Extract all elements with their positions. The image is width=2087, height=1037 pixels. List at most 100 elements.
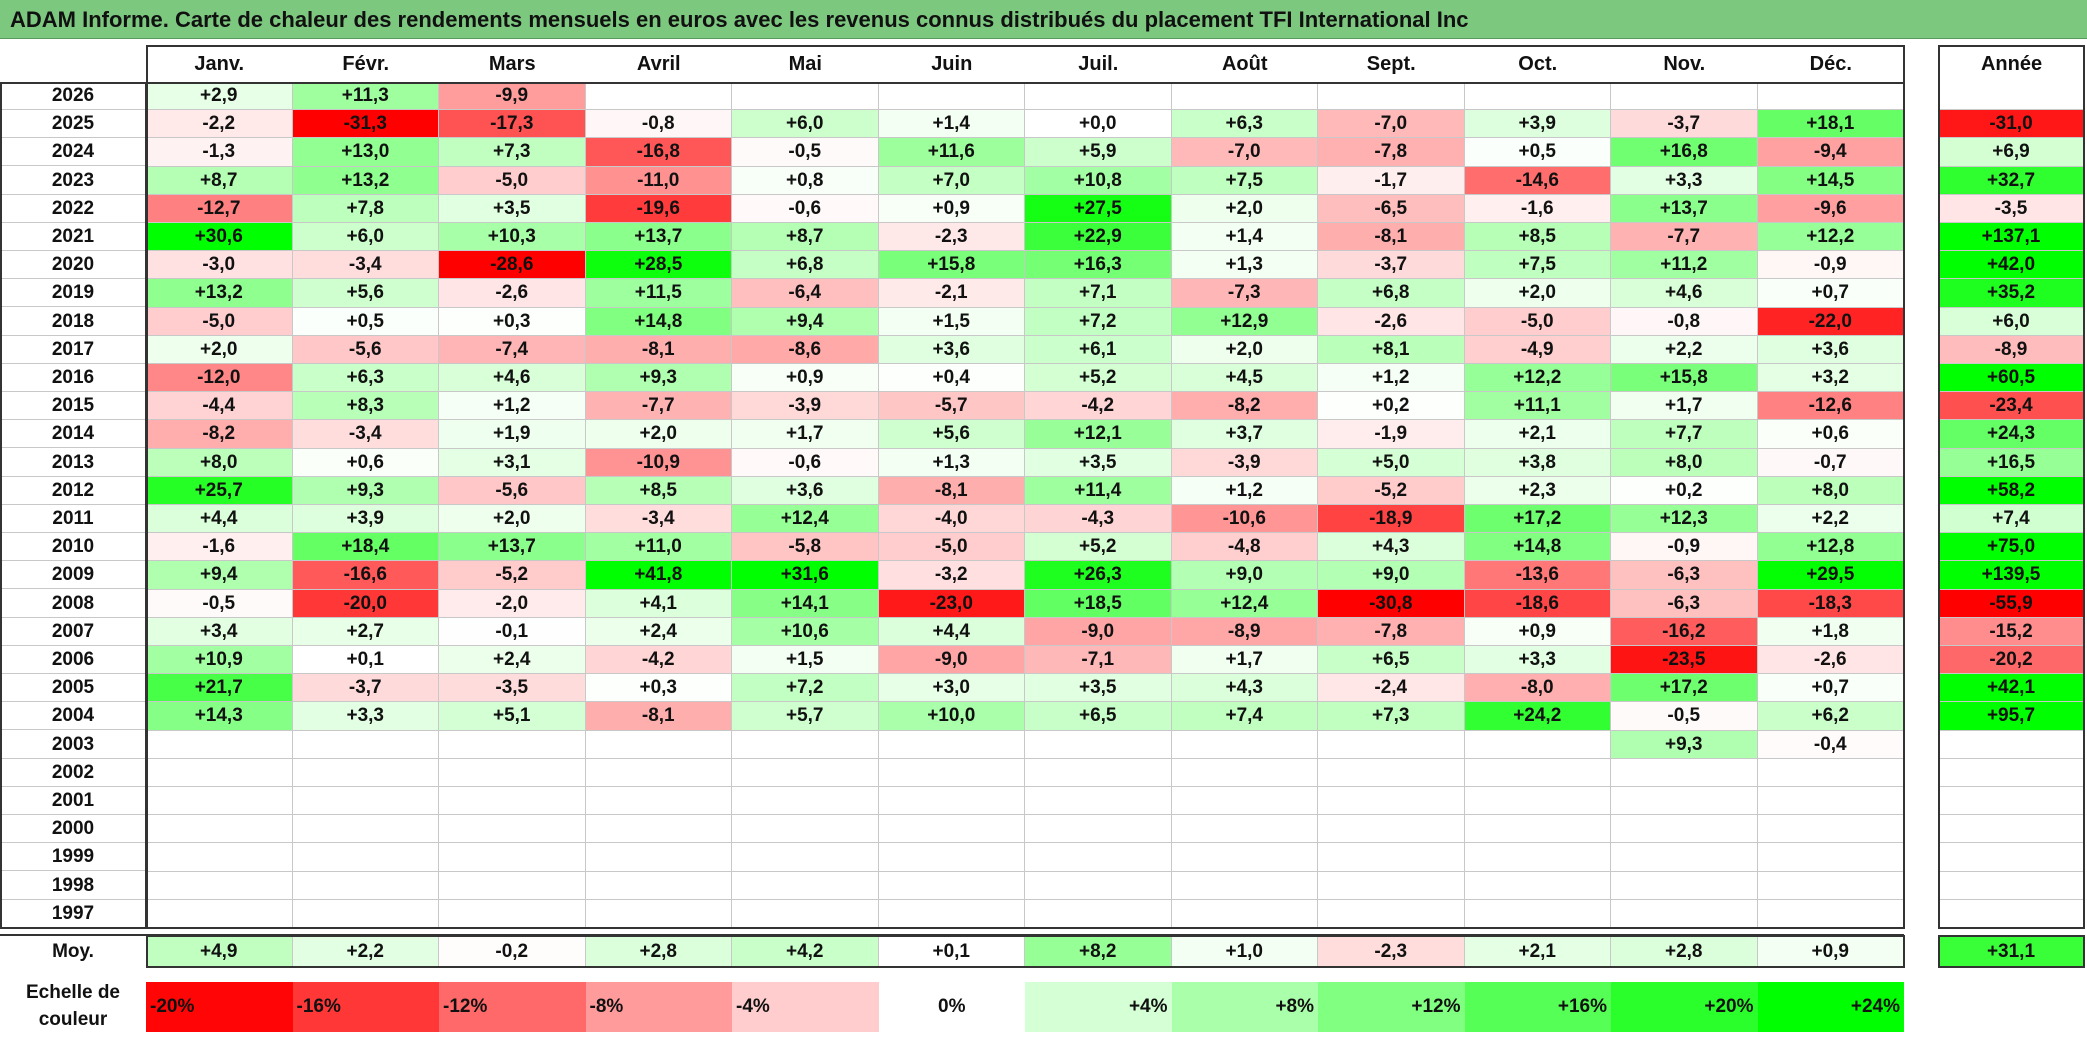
heatmap-cell: -7,8 <box>1318 138 1465 167</box>
heatmap-cell: +9,3 <box>1611 730 1758 759</box>
row-year-label: 2025 <box>0 110 146 139</box>
heatmap-cell <box>1611 787 1758 816</box>
annual-cell: +6,0 <box>1939 307 2084 336</box>
heatmap-cell: +11,0 <box>585 533 732 562</box>
heatmap-cell: -16,8 <box>585 138 732 167</box>
heatmap-cell <box>1464 899 1611 928</box>
heatmap-cell: +7,2 <box>1025 307 1172 336</box>
row-year-label: 2018 <box>0 308 146 336</box>
average-annual-cell: +31,1 <box>1939 937 2084 967</box>
heatmap-cell <box>1025 758 1172 787</box>
heatmap-cell <box>1464 787 1611 816</box>
heatmap-cell: +8,0 <box>1757 476 1904 505</box>
heatmap-cell <box>292 899 439 928</box>
heatmap-cell: +4,4 <box>878 617 1025 646</box>
heatmap-cell: +22,9 <box>1025 223 1172 252</box>
heatmap-cell: +16,3 <box>1025 251 1172 280</box>
heatmap-cell: +18,1 <box>1757 110 1904 139</box>
heatmap-cell: -28,6 <box>439 251 586 280</box>
heatmap-cell: -7,3 <box>1171 279 1318 308</box>
heatmap-cell <box>878 871 1025 900</box>
heatmap-cell: -11,0 <box>585 166 732 195</box>
heatmap-cell: -8,1 <box>878 476 1025 505</box>
heatmap-cell <box>292 843 439 872</box>
heatmap-cell <box>878 730 1025 759</box>
heatmap-cell: +9,3 <box>292 476 439 505</box>
heatmap-cell: -7,4 <box>439 335 586 364</box>
heatmap-cell <box>878 82 1025 111</box>
heatmap-cell: +8,0 <box>146 448 293 477</box>
heatmap-cell <box>1611 758 1758 787</box>
annual-cell: +137,1 <box>1939 223 2084 252</box>
annual-cell: -55,9 <box>1939 589 2084 618</box>
heatmap-cell: +12,3 <box>1611 505 1758 534</box>
row-year-label: 2013 <box>0 449 146 477</box>
heatmap-cell: +21,7 <box>146 674 293 703</box>
annual-cell: +35,2 <box>1939 279 2084 308</box>
heatmap-cell: -0,5 <box>732 138 879 167</box>
heatmap-cell <box>878 787 1025 816</box>
heatmap-cell: +24,2 <box>1464 702 1611 731</box>
heatmap-cell: +1,7 <box>1171 646 1318 675</box>
month-header: Juin <box>931 53 973 75</box>
heatmap-cell: +12,8 <box>1757 533 1904 562</box>
heatmap-cell: +0,9 <box>732 364 879 393</box>
row-year-label: 2016 <box>0 364 146 392</box>
heatmap-cell: -8,0 <box>1464 674 1611 703</box>
heatmap-cell: +5,2 <box>1025 364 1172 393</box>
heatmap-cell <box>1025 843 1172 872</box>
heatmap-cell <box>1464 758 1611 787</box>
color-scale-stop: +20% <box>1611 982 1758 1032</box>
row-year-label: 1998 <box>0 872 146 900</box>
heatmap-cell: +3,6 <box>878 335 1025 364</box>
heatmap-cell: +8,3 <box>292 392 439 421</box>
heatmap-cell: +1,4 <box>878 110 1025 139</box>
heatmap-cell: +13,2 <box>292 166 439 195</box>
heatmap-cell <box>585 899 732 928</box>
heatmap-cell: -7,0 <box>1318 110 1465 139</box>
heatmap-cell: +9,0 <box>1171 561 1318 590</box>
row-year-label: 2017 <box>0 336 146 364</box>
heatmap-cell: +0,8 <box>732 166 879 195</box>
heatmap-cell: -0,8 <box>1611 307 1758 336</box>
heatmap-cell <box>878 815 1025 844</box>
heatmap-cell: +1,5 <box>732 646 879 675</box>
heatmap-cell: +0,5 <box>1464 138 1611 167</box>
heatmap-cell: +5,6 <box>878 420 1025 449</box>
heatmap-cell: -1,3 <box>146 138 293 167</box>
heatmap-cell <box>1318 82 1465 111</box>
heatmap-cell: +3,9 <box>292 505 439 534</box>
heatmap-cell: +7,4 <box>1171 702 1318 731</box>
heatmap-cell: -9,4 <box>1757 138 1904 167</box>
heatmap-cell: +41,8 <box>585 561 732 590</box>
average-cell: +2,2 <box>292 937 439 967</box>
heatmap-cell: +11,1 <box>1464 392 1611 421</box>
heatmap-cell: -3,4 <box>292 420 439 449</box>
month-header: Oct. <box>1518 53 1558 75</box>
heatmap-cell: -7,7 <box>585 392 732 421</box>
heatmap-cell: +3,6 <box>732 476 879 505</box>
heatmap-cell <box>1171 758 1318 787</box>
heatmap-cell <box>292 871 439 900</box>
heatmap-cell <box>146 871 293 900</box>
heatmap-cell <box>439 815 586 844</box>
annual-cell: +24,3 <box>1939 420 2084 449</box>
heatmap-cell: -3,7 <box>292 674 439 703</box>
heatmap-cell: -3,4 <box>292 251 439 280</box>
heatmap-cell: +8,5 <box>1464 223 1611 252</box>
heatmap-cell: +7,2 <box>732 674 879 703</box>
heatmap-cell: -2,3 <box>878 223 1025 252</box>
heatmap-cell: +2,2 <box>1757 505 1904 534</box>
heatmap-cell <box>1757 843 1904 872</box>
heatmap-cell: -23,5 <box>1611 646 1758 675</box>
heatmap-cell: +0,3 <box>439 307 586 336</box>
heatmap-cell: +3,3 <box>292 702 439 731</box>
heatmap-cell: +3,5 <box>439 194 586 223</box>
average-cell: +2,8 <box>1611 937 1758 967</box>
heatmap-cell: +6,8 <box>732 251 879 280</box>
row-year-label: 2021 <box>0 223 146 251</box>
heatmap-cell <box>1171 899 1318 928</box>
row-year-label: 2002 <box>0 759 146 787</box>
heatmap-cell: +11,6 <box>878 138 1025 167</box>
heatmap-cell: +5,9 <box>1025 138 1172 167</box>
